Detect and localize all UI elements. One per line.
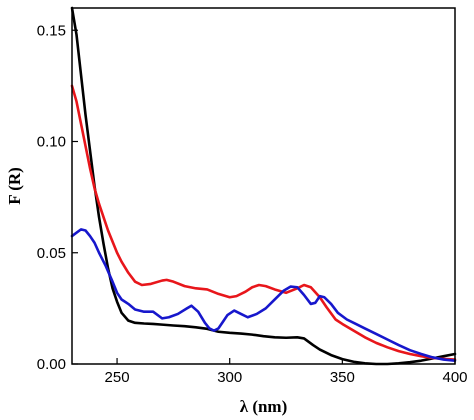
x-tick-label: 400 xyxy=(442,369,467,386)
x-tick-label: 250 xyxy=(105,369,130,386)
y-tick-label: 0.10 xyxy=(37,134,66,151)
y-tick-label: 0.15 xyxy=(37,22,66,39)
series-layer xyxy=(70,6,457,366)
series-line-2 xyxy=(70,84,457,361)
y-axis-label: F (R) xyxy=(5,167,24,205)
x-tick-label: 300 xyxy=(217,369,242,386)
x-tick-label: 350 xyxy=(330,369,355,386)
series-line-3 xyxy=(70,228,457,362)
plot-frame xyxy=(71,7,456,365)
y-tick-label: 0.00 xyxy=(37,356,66,373)
tick-layer: 250 300 350 400 0.00 0.05 0.10 0.15 xyxy=(37,22,468,386)
y-tick-label: 0.05 xyxy=(37,245,66,262)
x-axis-label: λ (nm) xyxy=(240,397,288,416)
